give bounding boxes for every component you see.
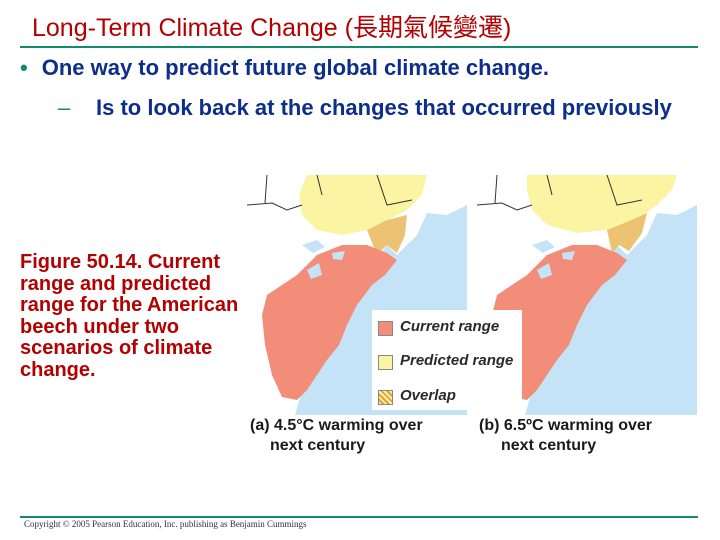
title-divider <box>20 46 698 48</box>
main-bullet: • One way to predict future global climat… <box>20 55 549 81</box>
main-bullet-text: One way to predict future global climate… <box>41 55 550 80</box>
map-b-label-line1: (b) 6.5ºC warming over <box>479 417 652 434</box>
overlap-swatch <box>378 390 393 405</box>
map-b-label: (b) 6.5ºC warming over next century <box>477 416 699 456</box>
footer-divider <box>20 516 698 518</box>
figure-caption: Figure 50.14. Current range and predicte… <box>20 251 239 381</box>
bullet-dot-icon: • <box>20 55 28 80</box>
map-b-label-line2: next century <box>501 437 597 454</box>
predicted-range-swatch <box>378 355 393 370</box>
map-a <box>247 175 467 415</box>
sub-bullet-text: Is to look back at the changes that occu… <box>96 95 672 120</box>
sub-bullet: – Is to look back at the changes that oc… <box>58 96 698 120</box>
sub-bullet-dash-icon: – <box>58 95 71 120</box>
map-a-graphic <box>247 175 467 415</box>
map-a-label-line1: (a) 4.5°C warming over <box>250 417 423 434</box>
legend-current-label: Current range <box>400 318 500 335</box>
legend-predicted-label: Predicted range <box>400 352 514 369</box>
legend-overlap-label: Overlap <box>400 387 456 404</box>
map-b-graphic <box>477 175 697 415</box>
map-legend: Current range Predicted range Overlap <box>372 310 522 410</box>
map-a-label: (a) 4.5°C warming over next century <box>248 416 470 456</box>
current-range-swatch <box>378 321 393 336</box>
map-a-label-line2: next century <box>270 437 366 454</box>
slide-title: Long-Term Climate Change (長期氣候變遷) <box>32 14 512 42</box>
copyright-text: Copyright © 2005 Pearson Education, Inc.… <box>24 519 307 529</box>
